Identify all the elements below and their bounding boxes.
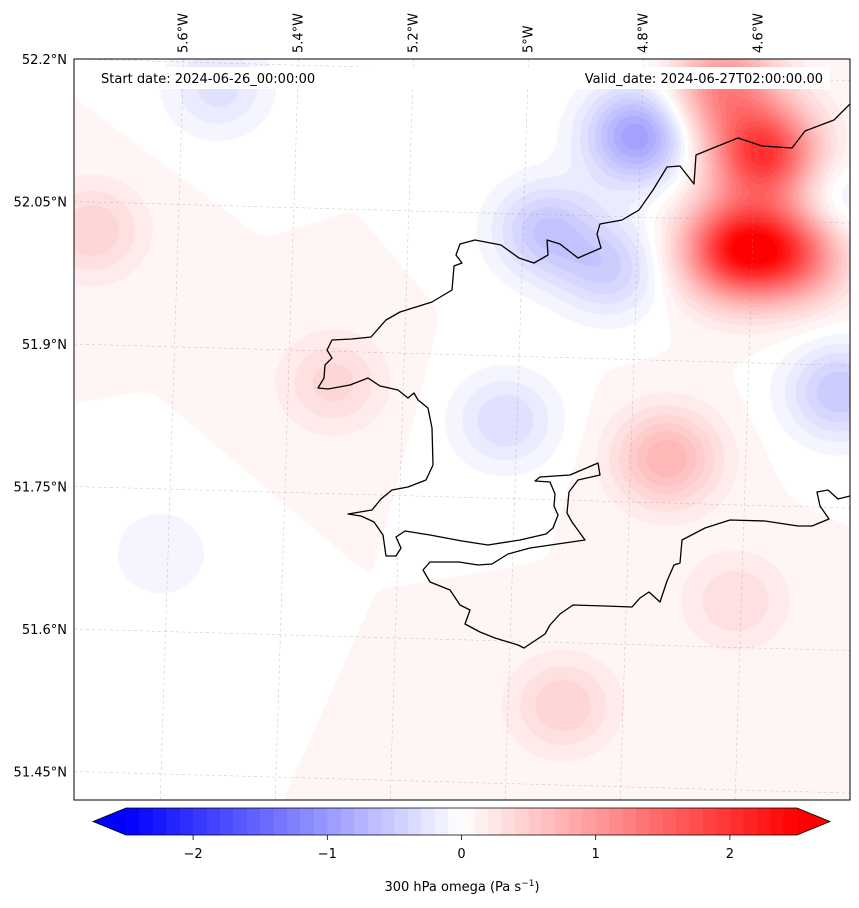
colorbar-level xyxy=(246,808,261,835)
colorbar-level xyxy=(273,808,288,835)
colorbar-level xyxy=(139,808,154,835)
colorbar-level xyxy=(501,808,516,835)
colorbar-tick-label: 1 xyxy=(592,847,600,862)
longitude-tick-label: 4.6°W xyxy=(751,13,766,53)
colorbar-level xyxy=(407,808,422,835)
colorbar-level xyxy=(649,808,664,835)
valid-date-text: Valid_date: 2024-06-27T02:00:00.00 xyxy=(585,72,823,87)
colorbar-outline xyxy=(91,807,832,836)
omega-field xyxy=(74,59,850,800)
colorbar-level xyxy=(595,808,610,835)
colorbar-level xyxy=(528,808,543,835)
colorbar-level xyxy=(555,808,570,835)
colorbar-level xyxy=(313,808,328,835)
colorbar-level xyxy=(367,808,382,835)
colorbar-tick-label: 2 xyxy=(726,847,734,862)
colorbar-level xyxy=(703,808,717,835)
colorbar-level xyxy=(152,808,167,835)
colorbar-level xyxy=(609,808,624,835)
colorbar-level xyxy=(716,808,731,835)
colorbar-extend-high xyxy=(797,808,830,835)
colorbar-level xyxy=(327,808,342,835)
colorbar-level xyxy=(206,808,221,835)
colorbar-level xyxy=(582,808,597,835)
colorbar-level xyxy=(179,808,194,835)
colorbar-level xyxy=(770,808,785,835)
colorbar-level xyxy=(756,808,771,835)
colorbar-level xyxy=(233,808,248,835)
colorbar-level xyxy=(421,808,436,835)
colorbar-tick-label: −2 xyxy=(184,847,203,862)
colorbar: −2 −1 0 1 2 300 hPa omega (Pa s−1) xyxy=(91,807,832,895)
colorbar-label-exponent: −1 xyxy=(521,879,534,889)
latitude-tick-labels: 52.2°N 52.05°N 51.9°N 51.75°N 51.6°N 51.45°N xyxy=(14,53,67,781)
colorbar-label: 300 hPa omega (Pa s−1) xyxy=(384,879,539,895)
latitude-tick-label: 51.9°N xyxy=(22,338,67,353)
colorbar-level xyxy=(340,808,355,835)
latitude-tick-label: 52.05°N xyxy=(14,196,67,211)
colorbar-level xyxy=(568,808,583,835)
omega-field-image xyxy=(74,59,850,800)
colorbar-level xyxy=(622,808,637,835)
latitude-tick-label: 51.75°N xyxy=(14,481,67,496)
date-banner xyxy=(94,67,830,89)
colorbar-ticks: −2 −1 0 1 2 xyxy=(184,835,734,862)
colorbar-level xyxy=(260,808,275,835)
longitude-tick-label: 4.8°W xyxy=(636,13,651,53)
longitude-tick-label: 5.4°W xyxy=(292,13,307,53)
colorbar-level xyxy=(676,808,691,835)
colorbar-level xyxy=(394,808,409,835)
colorbar-level xyxy=(300,808,315,835)
longitude-tick-label: 5°W xyxy=(522,25,537,53)
colorbar-level xyxy=(354,808,369,835)
latitude-tick-label: 51.45°N xyxy=(14,766,67,781)
latitude-tick-label: 51.6°N xyxy=(22,623,67,638)
colorbar-tick-label: 0 xyxy=(457,847,465,862)
colorbar-level xyxy=(474,808,489,835)
start-date-text: Start date: 2024-06-26_00:00:00 xyxy=(101,72,315,87)
colorbar-extend-low xyxy=(93,808,126,835)
colorbar-level xyxy=(662,808,677,835)
colorbar-tick-label: −1 xyxy=(318,847,337,862)
colorbar-level xyxy=(743,808,758,835)
colorbar-level xyxy=(219,808,234,835)
colorbar-level xyxy=(287,808,301,835)
colorbar-level xyxy=(515,808,530,835)
colorbar-level xyxy=(635,808,650,835)
colorbar-level xyxy=(783,808,798,835)
colorbar-level xyxy=(434,808,449,835)
colorbar-level xyxy=(380,808,395,835)
colorbar-levels xyxy=(126,808,798,835)
colorbar-level xyxy=(461,808,476,835)
longitude-tick-label: 5.2°W xyxy=(407,13,422,53)
colorbar-level xyxy=(689,808,704,835)
coastline xyxy=(317,103,850,649)
colorbar-label-close: ) xyxy=(534,880,539,895)
latitude-tick-label: 52.2°N xyxy=(22,53,67,68)
longitude-tick-labels: 5.6°W 5.4°W 5.2°W 5°W 4.8°W 4.6°W xyxy=(177,13,767,53)
map-frame xyxy=(73,58,851,801)
colorbar-level xyxy=(488,808,503,835)
colorbar-label-main: 300 hPa omega (Pa s xyxy=(384,880,521,895)
colorbar-level xyxy=(448,808,462,835)
colorbar-level xyxy=(729,808,744,835)
colorbar-level xyxy=(193,808,208,835)
colorbar-level xyxy=(126,808,140,835)
longitude-tick-label: 5.6°W xyxy=(177,13,192,53)
colorbar-level xyxy=(542,808,556,835)
colorbar-level xyxy=(166,808,181,835)
